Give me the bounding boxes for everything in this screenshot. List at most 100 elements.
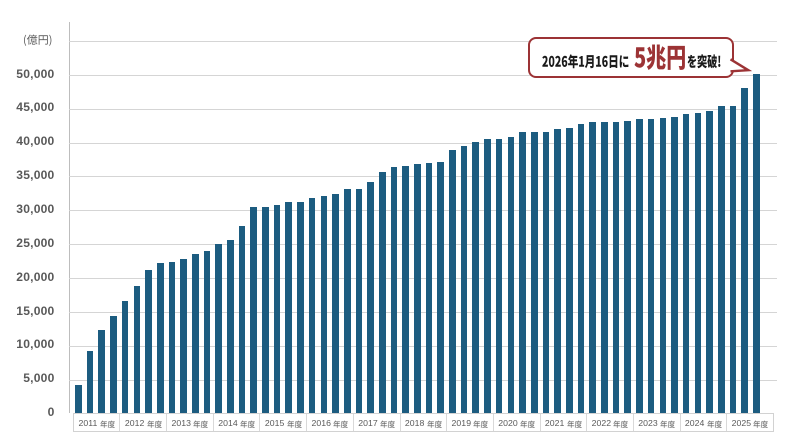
x-axis-year-cell: 2016年度 xyxy=(307,414,354,432)
bar xyxy=(647,118,655,414)
bar xyxy=(612,121,620,414)
x-axis-year-cell: 2019年度 xyxy=(447,414,494,432)
callout-date-glyphs xyxy=(542,54,629,69)
bar xyxy=(168,262,176,414)
x-axis-year-digits: 2014 xyxy=(218,417,238,428)
y-axis-tick-label: 35,000 xyxy=(16,168,55,183)
x-axis-year-digits: 2024 xyxy=(684,417,705,428)
x-axis-year-suffix-glyphs xyxy=(146,420,162,428)
gridline xyxy=(68,278,777,279)
bar xyxy=(577,123,585,414)
x-axis-year-cell: 2013年度 xyxy=(167,414,214,432)
bar xyxy=(717,106,725,414)
x-axis-year-digits: 2013 xyxy=(171,417,192,428)
bar xyxy=(238,225,246,414)
bar xyxy=(706,111,713,414)
bar xyxy=(682,114,690,414)
bar xyxy=(729,105,737,414)
bar xyxy=(530,131,538,414)
y-axis-tick-label: 0 xyxy=(47,405,55,420)
bar xyxy=(297,201,304,414)
bar xyxy=(694,113,702,414)
x-axis-year-suffix-glyphs xyxy=(380,420,395,428)
x-axis-year-suffix-glyphs xyxy=(753,420,769,428)
bar xyxy=(566,127,573,414)
gridline xyxy=(68,176,777,178)
x-axis-year-cell: 2020年度 xyxy=(494,414,541,432)
bar xyxy=(215,244,222,414)
bar xyxy=(671,117,678,414)
bar xyxy=(624,120,632,414)
x-axis-year-cell: 2011年度 xyxy=(74,414,121,432)
bar xyxy=(355,188,363,414)
x-axis-year-suffix-glyphs xyxy=(426,420,442,428)
bar xyxy=(203,250,211,414)
x-axis-year-cell: 2022年度 xyxy=(587,414,634,432)
y-axis-tick-label: 50,000 xyxy=(16,66,55,81)
bar xyxy=(343,188,351,414)
y-axis-tick-label: 20,000 xyxy=(16,269,55,284)
x-axis-year-cell: 2012年度 xyxy=(120,414,168,432)
x-axis-year-digits: 2025 xyxy=(731,417,752,428)
bar xyxy=(75,385,82,414)
x-axis-year-cell: 2025年度 xyxy=(727,414,773,431)
bar xyxy=(378,172,386,414)
y-axis-tick-label: 15,000 xyxy=(16,303,55,318)
x-axis-year-cell: 2024年度 xyxy=(681,414,728,432)
gridline xyxy=(68,311,777,313)
bar xyxy=(507,137,515,414)
x-axis-year-cell: 2015年度 xyxy=(260,414,308,432)
x-axis-year-digits: 2023 xyxy=(638,417,658,428)
y-axis-tick-label: 45,000 xyxy=(16,100,55,115)
x-axis-year-digits: 2019 xyxy=(451,417,472,428)
bar xyxy=(414,163,421,414)
x-axis-year-digits: 2011 xyxy=(78,417,98,428)
callout-highlight-glyphs xyxy=(634,44,686,70)
bar xyxy=(110,315,117,414)
y-axis-tick-label: 25,000 xyxy=(16,235,55,250)
gridline xyxy=(68,244,777,246)
bar xyxy=(133,286,141,414)
bar xyxy=(636,118,643,414)
x-axis-year-digits: 2012 xyxy=(124,417,145,428)
bar xyxy=(554,128,561,414)
bar xyxy=(659,117,667,414)
bar xyxy=(402,166,409,414)
y-axis-line xyxy=(68,22,70,414)
callout-tail-icon xyxy=(729,58,752,73)
callout-highlight-text: 5兆円 xyxy=(530,39,531,40)
x-axis-year-suffix-glyphs xyxy=(240,420,255,428)
bar xyxy=(460,145,468,414)
x-axis-year-cell: 2018年度 xyxy=(401,414,448,432)
y-axis-tick-label: 40,000 xyxy=(16,134,55,149)
bar xyxy=(285,202,293,414)
gridline xyxy=(68,142,777,144)
x-axis-year-cell: 2017年度 xyxy=(354,414,401,432)
x-axis-year-digits: 2018 xyxy=(404,417,425,428)
gridline xyxy=(68,74,777,76)
bar xyxy=(98,329,106,414)
bar xyxy=(437,161,445,414)
x-axis-year-suffix-glyphs xyxy=(473,420,489,428)
x-axis-year-cell: 2023年度 xyxy=(634,414,681,432)
bar xyxy=(472,141,480,414)
bar xyxy=(425,162,433,414)
gridline xyxy=(68,379,777,381)
x-axis-band: 2011年度2012年度2013年度2014年度2015年度2016年度2017… xyxy=(72,413,774,433)
gridline xyxy=(68,210,777,212)
x-axis-year-suffix-glyphs xyxy=(567,420,582,428)
bar xyxy=(180,259,187,414)
callout-suffix-text: を突破! xyxy=(530,39,531,40)
bar xyxy=(449,150,456,414)
bar xyxy=(145,269,152,414)
bar xyxy=(741,88,748,414)
bar xyxy=(308,198,316,414)
bar xyxy=(191,253,199,414)
x-axis-year-digits: 2015 xyxy=(264,417,285,428)
x-axis-year-digits: 2021 xyxy=(544,417,565,428)
bar xyxy=(273,204,281,414)
x-axis-year-suffix-glyphs xyxy=(286,420,302,428)
callout-suffix-glyphs xyxy=(687,54,721,69)
x-axis-year-cell: 2014年度 xyxy=(214,414,261,432)
